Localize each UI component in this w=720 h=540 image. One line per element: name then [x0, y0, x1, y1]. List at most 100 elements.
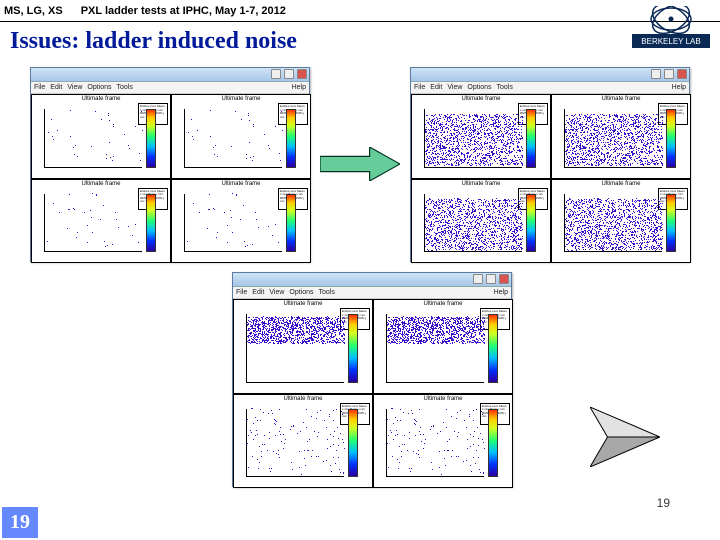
menu-item[interactable]: Help [292, 84, 306, 91]
subplot: Ultimate frameEntries xxxx Mean x xxx Me… [551, 94, 691, 179]
menu-item[interactable]: Help [672, 84, 686, 91]
top-bar: MS, LG, XS PXL ladder tests at IPHC, May… [0, 0, 720, 22]
colorbar [666, 194, 676, 253]
scatter-points [387, 409, 484, 477]
scatter-points [565, 109, 662, 167]
svg-text:BERKELEY LAB: BERKELEY LAB [641, 37, 700, 46]
menu-item[interactable]: Edit [430, 84, 442, 91]
window-body: Ultimate frameEntries xxxx Mean x xxx Me… [31, 94, 309, 263]
window-titlebar[interactable] [411, 68, 689, 82]
subplot-title: Ultimate frame [172, 96, 310, 102]
wmax-button[interactable] [486, 274, 496, 284]
window-menubar: File Edit View Options Tools Help [31, 82, 309, 94]
window-menubar: File Edit View Options Tools Help [233, 287, 511, 299]
window-right: File Edit View Options Tools Help Ultimate fra… [410, 67, 690, 262]
subplot-title: Ultimate frame [234, 396, 372, 402]
menu-item[interactable]: View [67, 84, 82, 91]
menu-item[interactable]: Tools [497, 84, 513, 91]
axes [246, 314, 344, 383]
wmax-button[interactable] [664, 69, 674, 79]
wmin-button[interactable] [651, 69, 661, 79]
menu-item[interactable]: File [236, 289, 247, 296]
subplot: Ultimate frameEntries xxxx Mean x xxx Me… [171, 94, 311, 179]
subplot: Ultimate frameEntries xxxx Mean x xxx Me… [233, 299, 373, 394]
axes [44, 194, 142, 253]
subplot: Ultimate frameEntries xxxx Mean x xxx Me… [411, 179, 551, 264]
subplot: Ultimate frameEntries xxxx Mean x xxx Me… [233, 394, 373, 489]
menu-item[interactable]: Edit [50, 84, 62, 91]
menu-item[interactable]: Tools [319, 289, 335, 296]
menu-item[interactable]: File [34, 84, 45, 91]
subplot: Ultimate frameEntries xxxx Mean x xxx Me… [31, 94, 171, 179]
menu-item[interactable]: Tools [117, 84, 133, 91]
subplot: Ultimate frameEntries xxxx Mean x xxx Me… [373, 299, 513, 394]
subplot-title: Ultimate frame [172, 181, 310, 187]
scatter-points [45, 109, 142, 167]
colorbar [488, 409, 498, 478]
wclose-button[interactable] [677, 69, 687, 79]
wclose-button[interactable] [499, 274, 509, 284]
colorbar [526, 194, 536, 253]
menu-item[interactable]: File [414, 84, 425, 91]
colorbar [526, 109, 536, 168]
scatter-points [425, 194, 522, 252]
wmin-button[interactable] [473, 274, 483, 284]
window-titlebar[interactable] [233, 273, 511, 287]
authors: MS, LG, XS [4, 5, 63, 17]
menu-item[interactable]: Options [87, 84, 111, 91]
colorbar [286, 194, 296, 253]
axes [246, 409, 344, 478]
page-number-small: 19 [657, 496, 670, 510]
colorbar [488, 314, 498, 383]
scatter-points [387, 314, 484, 382]
axes [386, 409, 484, 478]
subplot-title: Ultimate frame [32, 181, 170, 187]
menu-item[interactable]: Edit [252, 289, 264, 296]
colorbar [348, 409, 358, 478]
window-body: Ultimate frameEntries xxxx Mean x xxx Me… [411, 94, 689, 263]
window-titlebar[interactable] [31, 68, 309, 82]
menu-item[interactable]: View [447, 84, 462, 91]
scatter-points [247, 409, 344, 477]
axes [564, 194, 662, 253]
subplot: Ultimate frameEntries xxxx Mean x xxx Me… [551, 179, 691, 264]
subplot: Ultimate frameEntries xxxx Mean x xxx Me… [171, 179, 311, 264]
wmin-button[interactable] [271, 69, 281, 79]
wclose-button[interactable] [297, 69, 307, 79]
colorbar [146, 109, 156, 168]
subplot-title: Ultimate frame [552, 96, 690, 102]
scatter-points [565, 194, 662, 252]
scatter-points [185, 109, 282, 167]
menu-item[interactable]: Options [467, 84, 491, 91]
menu-item[interactable]: Help [494, 289, 508, 296]
arrow-right-icon [320, 147, 400, 181]
subplot-title: Ultimate frame [234, 301, 372, 307]
subplot-title: Ultimate frame [412, 96, 550, 102]
berkeley-lab-logo: BERKELEY LAB [632, 6, 710, 53]
axes [44, 109, 142, 168]
wmax-button[interactable] [284, 69, 294, 79]
axes [184, 109, 282, 168]
window-left: File Edit View Options Tools Help Ultimate fra… [30, 67, 310, 262]
menu-item[interactable]: Options [289, 289, 313, 296]
subplot-title: Ultimate frame [32, 96, 170, 102]
window-center: File Edit View Options Tools Help Ultimate fra… [232, 272, 512, 487]
colorbar [146, 194, 156, 253]
subplot: Ultimate frameEntries xxxx Mean x xxx Me… [31, 179, 171, 264]
scatter-points [185, 194, 282, 252]
header-subtitle: PXL ladder tests at IPHC, May 1-7, 2012 [81, 5, 286, 17]
axes [386, 314, 484, 383]
page-title: Issues: ladder induced noise [0, 22, 720, 57]
menu-item[interactable]: View [269, 289, 284, 296]
axes [424, 194, 522, 253]
subplot-title: Ultimate frame [552, 181, 690, 187]
subplot-title: Ultimate frame [374, 301, 512, 307]
panel-area: File Edit View Options Tools Help Ultimate fra… [0, 57, 720, 537]
scatter-points [45, 194, 142, 252]
arrowhead-3d-icon [590, 407, 660, 467]
colorbar [286, 109, 296, 168]
axes [424, 109, 522, 168]
colorbar [348, 314, 358, 383]
subplot-title: Ultimate frame [374, 396, 512, 402]
scatter-points [247, 314, 344, 382]
